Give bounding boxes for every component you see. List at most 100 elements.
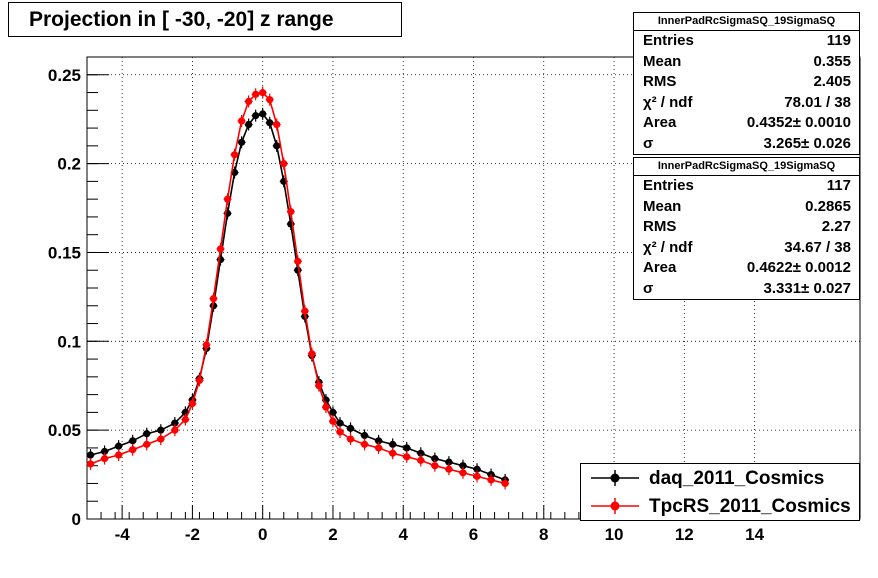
stats-row-area: Area 0.4352± 0.0010 <box>643 114 851 131</box>
stats-row-sigma: σ 3.331± 0.027 <box>643 279 851 297</box>
data-point <box>389 449 397 457</box>
data-point <box>202 341 211 349</box>
data-point <box>171 426 179 434</box>
data-point <box>143 430 151 438</box>
data-point <box>266 96 274 104</box>
data-point <box>195 376 204 384</box>
x-tick-label: -4 <box>115 525 131 544</box>
data-point <box>336 419 344 427</box>
data-point <box>375 444 383 452</box>
stats-header: InnerPadRcSigmaSQ_19SigmaSQ <box>634 13 859 31</box>
x-tick-label: 0 <box>258 525 267 544</box>
data-point <box>252 112 260 120</box>
x-tick-label: -2 <box>185 525 200 544</box>
x-tick-label: 14 <box>745 525 764 544</box>
data-point <box>280 160 288 168</box>
x-tick-label: 6 <box>469 525 478 544</box>
data-point <box>417 449 425 457</box>
data-point <box>346 435 355 443</box>
stats-row-chi2: χ² / ndf 78.01 / 38 <box>643 93 851 111</box>
data-point <box>157 426 165 434</box>
data-point <box>431 454 439 463</box>
y-tick-label: 0.15 <box>48 243 81 262</box>
data-point <box>431 462 439 470</box>
data-point <box>322 403 330 411</box>
stats-row-entries: Entries 119 <box>643 32 851 49</box>
data-point <box>157 435 165 443</box>
data-point <box>86 451 95 459</box>
stats-row-mean: Mean 0.2865 <box>643 197 851 215</box>
data-point <box>230 151 239 159</box>
data-point <box>216 245 225 253</box>
data-point <box>100 447 109 456</box>
series-line-0 <box>90 112 506 481</box>
data-point <box>115 442 123 450</box>
data-point <box>287 207 295 216</box>
data-point <box>238 138 246 146</box>
legend-marker-daq <box>591 470 639 486</box>
legend-entry-daq: daq_2011_Cosmics <box>581 465 859 492</box>
stats-row-area: Area 0.4622± 0.0012 <box>643 259 851 276</box>
data-point <box>360 440 369 448</box>
stats-box-daq: InnerPadRcSigmaSQ_19SigmaSQ Entries 119 M… <box>633 12 860 155</box>
data-point <box>245 97 253 106</box>
x-tick-label: 10 <box>605 525 624 544</box>
stats-header: InnerPadRcSigmaSQ_19SigmaSQ <box>634 158 859 176</box>
data-point <box>100 454 109 463</box>
legend-label-tpcrs: TpcRS_2011_Cosmics <box>649 496 851 517</box>
data-point <box>238 117 246 125</box>
x-tick-label: 4 <box>398 525 408 544</box>
data-point <box>209 295 218 303</box>
y-tick-label: 0 <box>72 510 81 529</box>
x-tick-label: 8 <box>539 525 548 544</box>
data-point <box>86 460 95 468</box>
data-point <box>171 419 179 427</box>
data-point <box>294 266 302 274</box>
data-point <box>329 417 337 425</box>
data-point <box>329 408 337 416</box>
data-point <box>346 424 355 432</box>
y-tick-label: 0.25 <box>48 66 81 85</box>
stats-row-sigma: σ 3.265± 0.026 <box>643 134 851 152</box>
data-point <box>403 453 411 461</box>
stats-row-entries: Entries 117 <box>643 177 851 194</box>
data-point <box>245 120 253 129</box>
data-point <box>389 440 397 448</box>
stats-row-rms: RMS 2.405 <box>643 73 851 90</box>
data-point <box>403 444 411 452</box>
data-point <box>129 437 137 445</box>
chart-title-text: Projection in [ -30, -20] z range <box>29 8 334 31</box>
data-point <box>487 476 495 484</box>
data-point <box>473 472 481 480</box>
data-point <box>273 142 281 150</box>
legend-entry-tpcrs: TpcRS_2011_Cosmics <box>581 493 859 520</box>
data-point <box>266 119 274 127</box>
data-point <box>252 90 260 98</box>
data-point <box>445 458 453 466</box>
data-point <box>143 440 151 448</box>
data-point <box>459 469 467 477</box>
data-point <box>336 428 344 436</box>
data-point <box>273 120 281 129</box>
legend: daq_2011_Cosmics TpcRS_2011_Cosmics <box>580 463 860 521</box>
data-point <box>294 257 302 265</box>
x-tick-label: 12 <box>675 525 694 544</box>
stats-box-tpcrs: InnerPadRcSigmaSQ_19SigmaSQ Entries 117 M… <box>633 157 860 300</box>
stats-row-chi2: χ² / ndf 34.67 / 38 <box>643 238 851 256</box>
data-point <box>360 431 369 440</box>
data-point <box>375 437 383 445</box>
legend-marker-tpcrs <box>591 498 639 514</box>
data-point <box>315 382 323 390</box>
data-point <box>445 465 453 473</box>
chart-title: Projection in [ -30, -20] z range <box>8 2 402 37</box>
y-tick-label: 0.1 <box>57 332 81 351</box>
data-point <box>308 350 316 358</box>
data-point <box>301 307 309 315</box>
y-tick-label: 0.05 <box>48 421 81 440</box>
data-point <box>501 479 509 488</box>
data-point <box>459 462 467 470</box>
data-point <box>129 446 137 454</box>
data-point <box>259 88 267 97</box>
x-tick-label: 2 <box>328 525 337 544</box>
data-point <box>115 451 123 459</box>
